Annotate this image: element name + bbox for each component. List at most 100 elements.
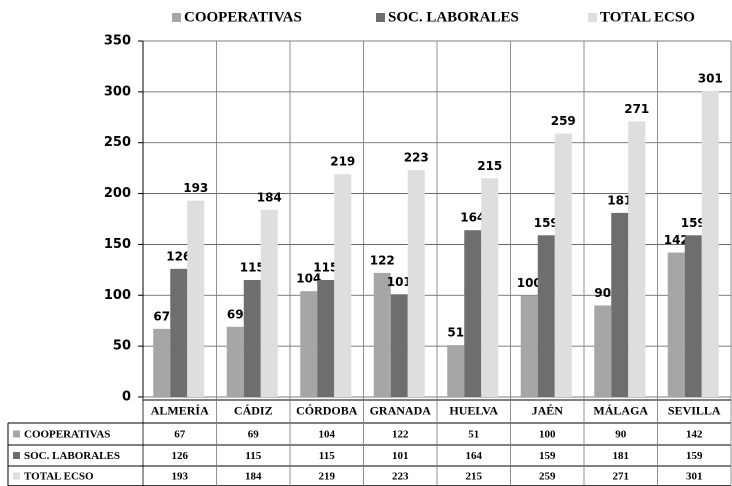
bar (684, 235, 702, 397)
x-tick-label: CÁDIZ (234, 403, 273, 417)
data-label: 69 (227, 307, 244, 321)
table-row-label: TOTAL ECSO (24, 471, 94, 483)
bar (243, 280, 261, 397)
table-cell: 67 (174, 429, 186, 441)
table-cell: 193 (172, 471, 189, 483)
y-tick-label: 250 (104, 135, 131, 150)
legend-swatch (588, 13, 597, 22)
data-label: 126 (166, 249, 191, 263)
x-tick-label: MÁLAGA (593, 403, 648, 417)
data-label: 301 (698, 71, 723, 85)
x-tick-label: SEVILLA (668, 403, 721, 417)
table-cell: 122 (392, 429, 409, 441)
x-tick-label: HUELVA (449, 403, 498, 417)
bar (701, 90, 719, 397)
bar (464, 230, 482, 397)
legend-swatch (172, 13, 181, 22)
data-label: 122 (370, 253, 395, 267)
bar (537, 235, 555, 397)
data-label: 184 (257, 190, 282, 204)
data-label: 67 (153, 309, 170, 323)
bar (317, 280, 335, 397)
x-tick-label: JAÉN (532, 403, 564, 417)
table-cell: 301 (686, 471, 703, 483)
table-cell: 259 (539, 471, 556, 483)
bar (390, 294, 408, 397)
data-label: 219 (330, 155, 355, 169)
data-label: 223 (404, 151, 429, 165)
legend-label: COOPERATIVAS (184, 9, 302, 25)
table-cell: 90 (615, 429, 627, 441)
bar (260, 209, 278, 397)
table-cell: 159 (539, 450, 556, 462)
data-label: 115 (240, 261, 265, 275)
table-cell: 115 (319, 450, 335, 462)
bar (447, 345, 465, 397)
table-row-label: COOPERATIVAS (24, 429, 110, 441)
bar (667, 252, 685, 397)
data-label: 159 (681, 216, 706, 230)
y-tick-label: 200 (104, 186, 131, 201)
table-cell: 164 (466, 450, 483, 462)
table-cell: 104 (319, 429, 336, 441)
data-label: 115 (313, 261, 338, 275)
bar (554, 133, 572, 397)
table-cell: 115 (245, 450, 261, 462)
x-tick-label: ALMERÍA (151, 403, 209, 417)
table-cell: 215 (466, 471, 483, 483)
table-cell: 223 (392, 471, 409, 483)
x-tick-label: GRANADA (370, 403, 432, 417)
data-label: 193 (183, 181, 208, 195)
table-cell: 69 (248, 429, 260, 441)
y-tick-label: 50 (113, 339, 131, 354)
bar (170, 268, 188, 397)
data-label: 164 (460, 211, 485, 225)
y-tick-label: 350 (104, 34, 131, 49)
legend-label: TOTAL ECSO (600, 9, 695, 25)
table-cell: 126 (172, 450, 189, 462)
data-label: 51 (447, 326, 464, 340)
bar (628, 121, 646, 398)
y-tick-label: 0 (122, 390, 131, 405)
table-row-label: SOC. LABORALES (24, 450, 120, 462)
data-label: 215 (477, 159, 502, 173)
y-tick-label: 100 (104, 288, 131, 303)
data-label: 271 (624, 102, 649, 116)
bar (187, 200, 205, 397)
y-tick-label: 300 (104, 84, 131, 99)
table-legend-swatch (13, 472, 20, 480)
data-label: 259 (551, 114, 576, 128)
table-legend-swatch (13, 430, 20, 438)
table-cell: 142 (686, 429, 703, 441)
data-label: 101 (387, 275, 412, 289)
table-legend-swatch (13, 452, 20, 459)
table-cell: 100 (539, 429, 556, 441)
bar (520, 295, 538, 397)
bar (153, 328, 171, 397)
data-label: 100 (517, 276, 542, 290)
table-cell: 159 (686, 450, 703, 462)
bar (300, 291, 318, 397)
data-label: 90 (594, 286, 611, 300)
legend-label: SOC. LABORALES (388, 9, 519, 25)
table-cell: 51 (468, 429, 479, 441)
data-label: 142 (664, 233, 689, 247)
data-label: 159 (534, 216, 559, 230)
table-cell: 219 (319, 471, 336, 483)
bar (611, 212, 629, 397)
data-label: 104 (296, 272, 321, 286)
bar (594, 305, 612, 397)
x-tick-label: CÓRDOBA (296, 403, 358, 417)
bar (481, 178, 499, 397)
legend-swatch (376, 13, 385, 22)
y-tick-label: 150 (104, 237, 131, 252)
bar (334, 174, 352, 397)
table-cell: 271 (613, 471, 630, 483)
bar (373, 272, 391, 397)
data-label: 181 (607, 193, 632, 207)
bar (226, 326, 244, 397)
table-cell: 101 (392, 450, 409, 462)
bar (407, 170, 425, 397)
table-cell: 181 (613, 450, 630, 462)
